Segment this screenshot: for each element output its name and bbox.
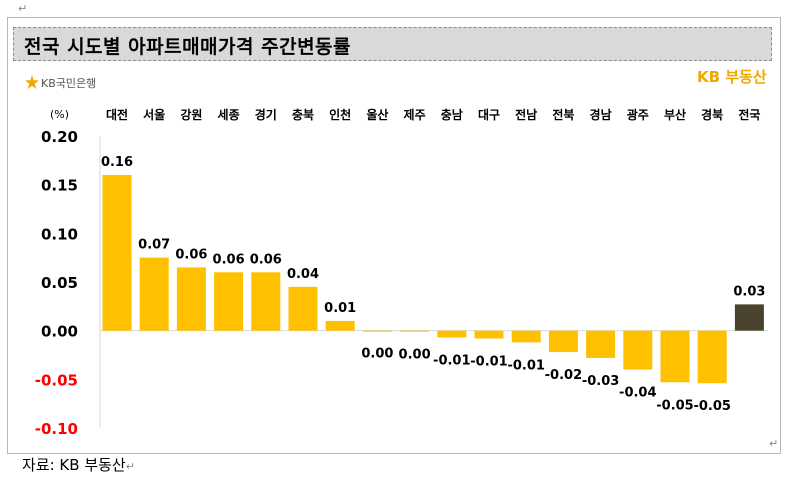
bar-14 (586, 330, 616, 358)
y-tick-label: 0.10 (41, 225, 78, 243)
category-label: 울산 (366, 107, 388, 122)
category-label: 경기 (255, 107, 277, 122)
bar-17 (697, 330, 727, 384)
data-label: -0.01 (507, 358, 544, 373)
bar-2 (139, 257, 169, 331)
y-tick-label: -0.10 (35, 420, 78, 438)
data-label: 0.06 (175, 247, 207, 262)
category-label: 인천 (329, 107, 351, 122)
category-label: 경북 (701, 108, 723, 122)
data-label: -0.01 (433, 353, 470, 368)
page-title: 전국 시도별 아파트매매가격 주간변동률 (24, 36, 352, 58)
bar-12 (511, 330, 541, 343)
bar-3 (176, 267, 206, 331)
bar-9 (400, 330, 430, 332)
paragraph-mark-top: ↵ (18, 2, 28, 15)
y-tick-label: 0.05 (41, 274, 78, 292)
data-label: 0.00 (361, 347, 393, 362)
data-label: -0.05 (656, 398, 693, 413)
category-label: 강원 (180, 108, 202, 122)
data-label: 0.07 (138, 238, 170, 253)
data-label: 0.01 (324, 301, 356, 316)
bar-16 (660, 330, 690, 383)
paragraph-mark-right: ↵ (769, 437, 779, 450)
source-note-text: 자료: KB 부동산 (22, 456, 126, 474)
bar-8 (362, 330, 392, 332)
data-label: -0.02 (545, 368, 582, 383)
category-label: 전국 (738, 107, 760, 122)
bar-10 (437, 330, 467, 338)
bar-6 (288, 286, 318, 331)
data-label: 0.00 (399, 348, 431, 363)
category-label: 전남 (515, 107, 537, 122)
bar-13 (548, 330, 578, 353)
data-label: -0.03 (582, 374, 619, 389)
data-label: -0.04 (619, 386, 656, 401)
data-label: -0.01 (470, 354, 507, 369)
kb-realestate-logo: KB 부동산 (697, 68, 767, 86)
kb-star-icon (25, 75, 39, 89)
y-tick-label: 0.00 (41, 323, 78, 341)
category-label: 서울 (143, 107, 165, 122)
bar-11 (474, 330, 504, 339)
bar-7 (325, 320, 355, 331)
category-label: 전북 (552, 107, 574, 122)
bar-5 (251, 272, 281, 331)
title-band: 전국 시도별 아파트매매가격 주간변동률 (13, 27, 772, 61)
category-label: 대구 (478, 108, 500, 122)
data-label: 0.06 (250, 252, 282, 267)
data-label: 0.06 (213, 252, 245, 267)
bar-15 (623, 330, 653, 370)
category-label: 충남 (441, 107, 463, 122)
data-label: 0.03 (733, 284, 765, 299)
chart-frame (7, 17, 781, 454)
bar-4 (214, 272, 244, 331)
data-label: 0.04 (287, 267, 319, 282)
category-label: 부산 (664, 107, 686, 122)
category-label: 광주 (627, 107, 649, 122)
bar-18 (734, 304, 764, 331)
category-label: 충북 (292, 107, 314, 122)
y-tick-label: -0.05 (35, 371, 78, 389)
bar-1 (102, 174, 132, 331)
category-label: 대전 (106, 107, 128, 122)
kb-bank-logo-text: KB국민은행 (41, 77, 97, 90)
data-label: -0.05 (693, 399, 730, 414)
unit-label: (%) (50, 108, 69, 121)
data-label: 0.16 (101, 155, 133, 170)
source-note: 자료: KB 부동산↵ (22, 456, 135, 474)
category-label: 제주 (404, 108, 426, 122)
y-tick-label: 0.20 (41, 128, 78, 146)
category-label: 세종 (218, 107, 240, 122)
y-tick-label: 0.15 (41, 177, 78, 195)
category-label: 경남 (590, 107, 612, 122)
